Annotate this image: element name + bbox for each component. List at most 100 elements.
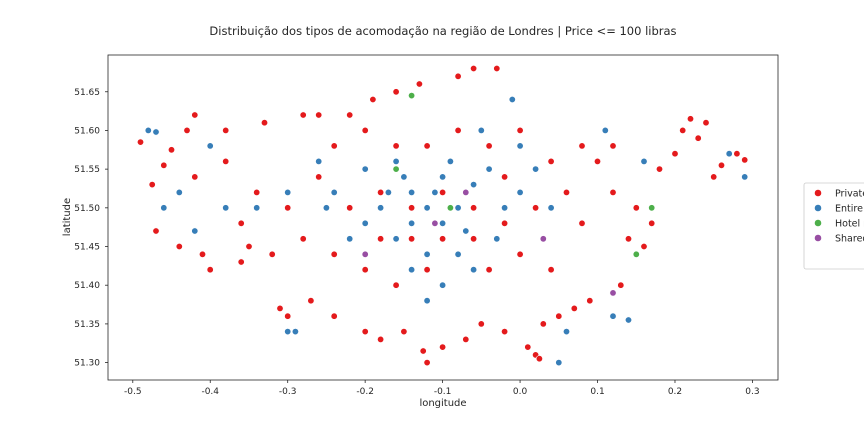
x-axis: -0.5 -0.4 -0.3 -0.2 -0.1 0.0 0.1 0.2 0.3 [124,380,760,397]
y-tick-label: 51.65 [74,88,100,98]
point-entire [222,204,230,212]
point-private [346,111,354,119]
point-private [199,250,207,258]
point-private [454,126,462,134]
point-private [733,150,741,158]
point-private [609,188,617,196]
point-private [245,243,253,251]
y-tick-label: 51.30 [74,359,100,369]
point-private [671,150,679,158]
point-entire [640,157,648,165]
point-entire [160,204,168,212]
point-entire [346,235,354,243]
point-hotel-r [446,204,454,212]
point-private [152,227,160,235]
point-entire [423,297,431,305]
point-private [609,142,617,150]
y-tick-label: 51.40 [74,281,100,291]
point-private [284,204,292,212]
point-private [578,219,586,227]
point-entire [454,250,462,258]
point-private [377,235,385,243]
point-entire [741,173,749,181]
point-shared [539,235,547,243]
point-private [392,142,400,150]
point-entire [431,188,439,196]
point-entire [609,312,617,320]
point-private [237,219,245,227]
legend-label: Private [835,189,864,200]
point-entire [501,204,509,212]
point-private [679,126,687,134]
point-private [524,343,532,351]
point-private [710,173,718,181]
point-entire [508,96,516,104]
point-private [330,250,338,258]
point-private [632,204,640,212]
x-tick-label: -0.3 [279,387,297,397]
point-private [640,243,648,251]
y-tick-label: 51.35 [74,320,100,330]
point-private [686,115,694,123]
point-private [655,165,663,173]
point-entire [454,204,462,212]
point-entire [152,128,160,136]
point-hotel-r [392,165,400,173]
point-shared [609,289,617,297]
point-private [423,266,431,274]
point-private [315,173,323,181]
point-private [408,235,416,243]
legend-items: Private Entire Hotel r Shared [814,189,864,245]
point-private [253,188,261,196]
point-private [535,355,543,363]
point-private [415,80,423,88]
point-private [493,65,501,73]
legend-marker [814,234,822,242]
point-private [593,157,601,165]
point-private [392,88,400,96]
point-private [361,328,369,336]
point-private [485,266,493,274]
point-private [191,111,199,119]
point-private [501,173,509,181]
point-private [148,181,156,189]
point-private [299,235,307,243]
point-private [555,312,563,320]
point-entire [493,235,501,243]
point-private [346,204,354,212]
point-private [470,65,478,73]
point-private [516,250,524,258]
point-private [160,161,168,169]
point-private [361,266,369,274]
point-private [501,328,509,336]
point-private [268,250,276,258]
point-private [400,328,408,336]
y-tick-label: 51.60 [74,126,100,136]
point-entire [470,266,478,274]
point-private [694,134,702,142]
y-tick-label: 51.50 [74,204,100,214]
point-private [532,204,540,212]
legend-label: Shared [835,234,864,245]
point-private [578,142,586,150]
point-private [377,335,385,343]
point-private [137,138,145,146]
point-entire [725,150,733,158]
point-private [477,320,485,328]
point-entire [361,219,369,227]
point-private [624,235,632,243]
y-axis: 51.30 51.35 51.40 51.45 51.50 51.55 51.60 51.65 [74,88,108,369]
point-private [717,161,725,169]
point-entire [322,204,330,212]
point-entire [384,188,392,196]
point-private [222,157,230,165]
point-entire [562,328,570,336]
point-private [392,281,400,289]
legend: Private Entire Hotel r Shared [803,182,864,270]
point-hotel-r [648,204,656,212]
point-entire [284,328,292,336]
y-axis-label: latitude [62,198,73,236]
point-entire [547,204,555,212]
point-private [454,72,462,80]
